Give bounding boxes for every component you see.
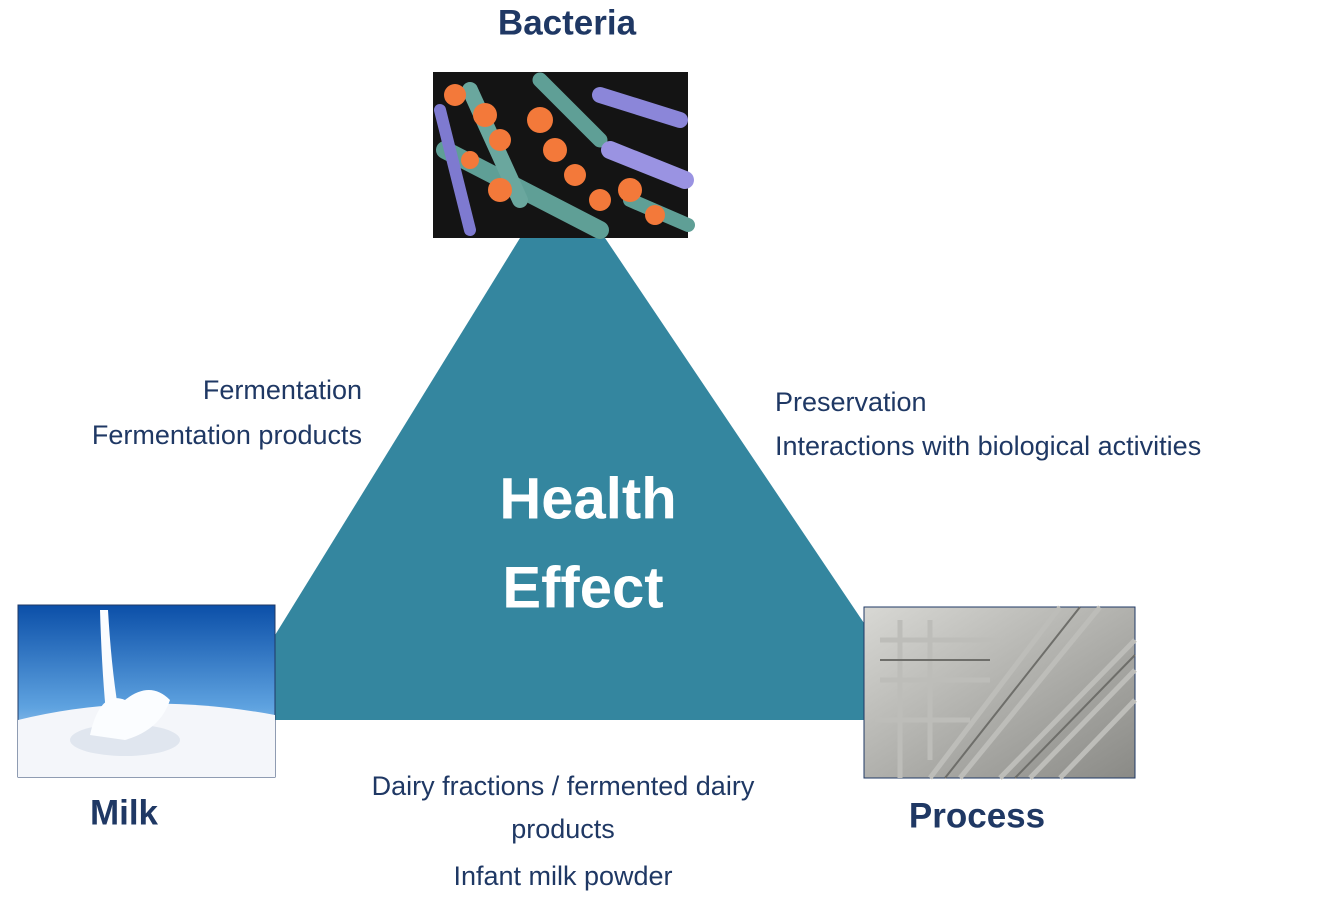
node-label: Bacteria [498,3,637,42]
node-label: Milk [90,793,159,832]
node-label: Process [909,796,1045,835]
process-image [863,605,1137,780]
center-label: Effect [502,555,663,620]
edge-label: Fermentation products [92,420,362,450]
edge-label: Dairy fractions / fermented dairy [372,771,755,801]
triangle [272,238,870,720]
edge-label: Infant milk powder [453,861,672,891]
milk-image [17,604,276,778]
edge-label: Fermentation [203,375,362,405]
bacteria-image [433,72,695,239]
center-label: Health [499,466,676,531]
edge-label: products [511,814,615,844]
edge-label: Interactions with biological activities [775,431,1201,461]
edge-label: Preservation [775,387,927,417]
